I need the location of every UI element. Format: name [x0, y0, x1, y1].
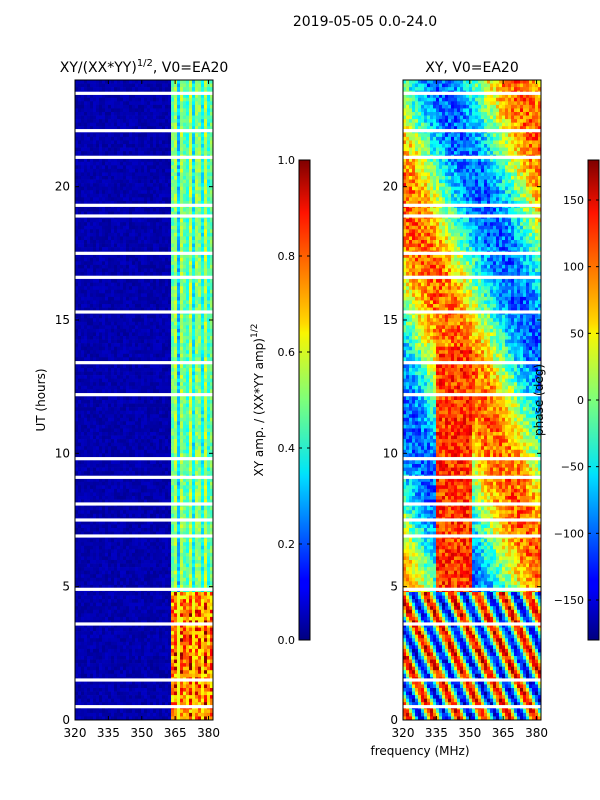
x-tick-label: 335 — [97, 726, 120, 740]
y-tick-label: 20 — [55, 180, 70, 194]
colorbar-tick-label: 0.8 — [278, 250, 296, 263]
amplitude-axes: 320 335 350 365 380 0 5 10 15 20 — [55, 80, 220, 740]
colorbar-tick-label: 50 — [570, 327, 584, 340]
colorbar-tick-label: 0.4 — [278, 442, 296, 455]
x-tick-label: 365 — [164, 726, 187, 740]
y-tick-label: 15 — [383, 313, 398, 327]
colorbar-tick-label: 0.0 — [278, 634, 296, 647]
figure-suptitle: 2019-05-05 0.0-24.0 — [293, 14, 437, 30]
colorbar-tick-label: −100 — [554, 527, 584, 540]
phase-panel: XY, V0=EA20 320 335 350 365 380 0 5 10 15 20 freq… — [370, 60, 548, 758]
x-tick-label: 380 — [525, 726, 548, 740]
y-tick-label: 0 — [62, 713, 70, 727]
y-tick-label: 20 — [383, 180, 398, 194]
y-tick-label: 5 — [390, 580, 398, 594]
colorbar-tick-label: 100 — [563, 261, 584, 274]
phase-heatmap — [403, 80, 542, 721]
phase-colorbar: −150 −100 −50 0 50 100 150 phase (deg) — [532, 159, 600, 641]
amplitude-heatmap — [75, 80, 214, 721]
amplitude-panel-title: XY/(XX*YY)1/2, V0=EA20 — [60, 58, 229, 76]
amplitude-colorbar-label: XY amp. / (XX*YY amp)1/2 — [250, 324, 266, 477]
amplitude-panel: XY/(XX*YY)1/2, V0=EA20 320 335 350 365 380 0 5… — [34, 58, 228, 740]
y-tick-label: 0 — [390, 713, 398, 727]
phase-colorbar-label: phase (deg) — [532, 364, 546, 436]
phase-plot-frame — [402, 79, 542, 721]
colorbar-tick-label: 0.2 — [278, 538, 296, 551]
phase-colorbar-ticks: −150 −100 −50 0 50 100 150 — [554, 194, 599, 607]
y-tick-label: 10 — [383, 446, 398, 460]
phase-axes: 320 335 350 365 380 0 5 10 15 20 — [383, 80, 548, 740]
x-tick-label: 350 — [130, 726, 153, 740]
colorbar-tick-label: −150 — [554, 594, 584, 607]
x-tick-label: 365 — [492, 726, 515, 740]
y-tick-label: 10 — [55, 446, 70, 460]
x-tick-label: 320 — [64, 726, 87, 740]
colorbar-tick-label: 0 — [577, 394, 584, 407]
y-tick-label: 5 — [62, 580, 70, 594]
phase-panel-title: XY, V0=EA20 — [425, 60, 519, 76]
colorbar-tick-label: 150 — [563, 194, 584, 207]
amplitude-colorbar: 0.0 0.2 0.4 0.6 0.8 1.0 XY amp. / (XX*YY amp)… — [250, 154, 311, 647]
amplitude-colorbar-ticks: 0.0 0.2 0.4 0.6 0.8 1.0 — [278, 154, 310, 647]
x-tick-label: 335 — [425, 726, 448, 740]
y-tick-label: 15 — [55, 313, 70, 327]
colorbar-tick-label: −50 — [561, 461, 584, 474]
x-tick-label: 320 — [392, 726, 415, 740]
x-tick-label: 350 — [458, 726, 481, 740]
x-tick-label: 380 — [197, 726, 220, 740]
colorbar-tick-label: 1.0 — [278, 154, 296, 167]
colorbar-tick-label: 0.6 — [278, 346, 296, 359]
amplitude-ylabel: UT (hours) — [34, 368, 48, 431]
phase-xlabel: frequency (MHz) — [370, 744, 469, 758]
amplitude-plot-frame — [74, 79, 214, 721]
amplitude-colorbar-gradient — [298, 159, 311, 641]
